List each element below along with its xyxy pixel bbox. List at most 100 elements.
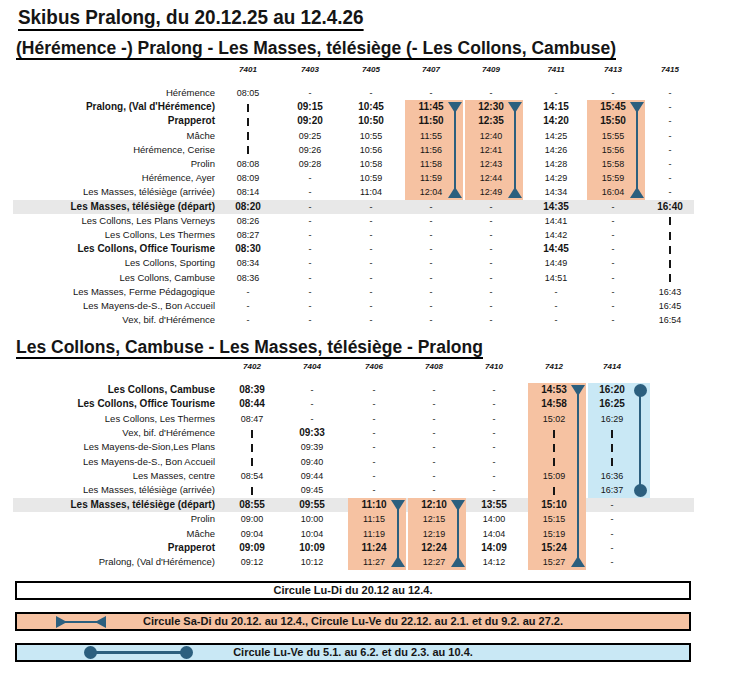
time-cell: 09:15 [279, 100, 341, 114]
no-service-cell: - [400, 214, 462, 228]
no-service-cell: - [525, 285, 587, 299]
no-service-cell: - [460, 271, 522, 285]
circle-icon [180, 646, 193, 659]
time-cell: 10:09 [281, 541, 343, 555]
page-title: Skibus Pralong, du 20.12.25 au 12.4.26 [18, 6, 364, 31]
time-cell: 14:20 [525, 114, 587, 128]
time-cell: 11:58 [400, 157, 462, 171]
time-cell: 08:54 [221, 469, 283, 483]
no-service-cell: - [403, 469, 465, 483]
stop-label: Les Masses, télésiège (départ) [0, 200, 215, 214]
time-cell: 14:35 [525, 200, 587, 214]
no-service-cell: - [400, 299, 462, 313]
stop-label: Les Masses, télésiège (arrivée) [0, 185, 215, 199]
section2-heading: Les Collons, Cambuse - Les Masses, télés… [16, 339, 483, 359]
time-cell: 08:39 [221, 383, 283, 397]
no-service-cell: - [343, 426, 405, 440]
span-line [636, 107, 639, 192]
time-cell: 09:20 [279, 114, 341, 128]
time-cell: 08:26 [217, 214, 279, 228]
time-cell: 12:15 [403, 512, 465, 526]
no-service-cell: - [403, 383, 465, 397]
no-service-cell: - [279, 228, 341, 242]
triangle-up-icon [508, 187, 522, 198]
time-cell: 11:15 [343, 512, 405, 526]
stop-label: Les Masses, centre [0, 469, 215, 483]
time-cell: 10:59 [340, 171, 402, 185]
time-cell: 15:02 [523, 412, 585, 426]
legend-text: Circule Sa-Di du 20.12. au 12.4., Circul… [17, 614, 689, 629]
triangle-down-icon [571, 385, 585, 396]
stop-label: Les Masses, Ferme Pédagogique [0, 285, 215, 299]
no-service-cell: - [340, 242, 402, 256]
no-service-cell: - [343, 483, 405, 497]
course-number: 7405 [340, 65, 402, 74]
time-cell: 11:59 [400, 171, 462, 185]
time-cell: 16:25 [581, 397, 643, 411]
time-cell: 13:55 [463, 498, 525, 512]
no-service-cell: - [279, 313, 341, 327]
through-cell [639, 228, 701, 242]
through-cell [217, 143, 279, 157]
no-service-cell: - [343, 469, 405, 483]
no-service-cell: - [639, 171, 701, 185]
course-number: 7409 [460, 65, 522, 74]
stop-label: Les Masses, télésiège (arrivée) [0, 483, 215, 497]
through-cell [523, 440, 585, 454]
time-cell: 14:51 [525, 271, 587, 285]
time-cell: 16:36 [581, 469, 643, 483]
span-line [397, 505, 400, 562]
through-cell [581, 426, 643, 440]
no-service-cell: - [639, 157, 701, 171]
legend-row: Circule Lu-Ve du 5.1. au 6.2. et du 2.3.… [15, 643, 691, 662]
through-cell [221, 440, 283, 454]
stop-label: Hérémence [0, 86, 215, 100]
through-cell [221, 426, 283, 440]
no-service-cell: - [279, 214, 341, 228]
no-service-cell: - [582, 285, 644, 299]
no-service-cell: - [582, 214, 644, 228]
no-service-cell: - [279, 285, 341, 299]
triangle-down-icon [630, 102, 644, 113]
span-line [457, 505, 460, 562]
time-cell: 10:12 [281, 555, 343, 569]
no-service-cell: - [343, 412, 405, 426]
no-service-cell: - [460, 285, 522, 299]
no-service-cell: - [460, 256, 522, 270]
time-cell: 11:56 [400, 143, 462, 157]
course-number: 7407 [400, 65, 462, 74]
span-line [65, 621, 97, 623]
time-cell: 14:25 [525, 129, 587, 143]
course-number: 7402 [221, 362, 283, 371]
time-cell: 14:29 [525, 171, 587, 185]
no-service-cell: - [463, 455, 525, 469]
time-cell: 14:26 [525, 143, 587, 157]
time-cell: 08:30 [217, 242, 279, 256]
no-service-cell: - [403, 412, 465, 426]
course-number: 7411 [525, 65, 587, 74]
no-service-cell: - [460, 228, 522, 242]
time-cell: 08:36 [217, 271, 279, 285]
through-cell [639, 256, 701, 270]
time-cell: 10:04 [281, 527, 343, 541]
no-service-cell: - [582, 228, 644, 242]
time-cell: 15:09 [523, 469, 585, 483]
time-cell: 15:59 [582, 171, 644, 185]
span-line [454, 107, 457, 192]
no-service-cell: - [343, 397, 405, 411]
no-service-cell: - [403, 455, 465, 469]
course-number: 7408 [403, 362, 465, 371]
time-cell: 14:28 [525, 157, 587, 171]
no-service-cell: - [340, 285, 402, 299]
time-cell: 09:28 [279, 157, 341, 171]
no-service-cell: - [340, 86, 402, 100]
time-cell: 12:35 [460, 114, 522, 128]
no-service-cell: - [279, 242, 341, 256]
time-cell: 08:27 [217, 228, 279, 242]
stop-label: Pralong, (Val d'Hérémence) [0, 555, 215, 569]
through-cell [639, 214, 701, 228]
time-cell: 15:58 [582, 157, 644, 171]
span-line [577, 390, 580, 562]
no-service-cell: - [460, 242, 522, 256]
no-service-cell: - [279, 299, 341, 313]
